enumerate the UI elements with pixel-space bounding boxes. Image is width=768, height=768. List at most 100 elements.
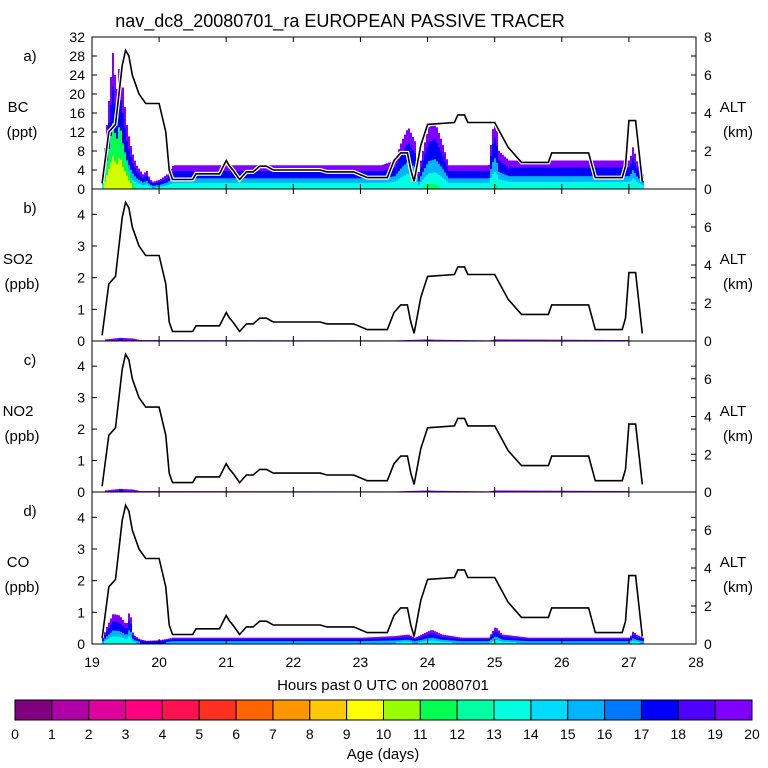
bar-age-14 xyxy=(490,177,492,189)
bar-age-20 xyxy=(503,339,505,341)
bar-age-14 xyxy=(406,174,408,189)
y-tick-label: 3 xyxy=(77,238,85,254)
bar-age-14 xyxy=(506,181,508,189)
bar-age-14 xyxy=(464,183,466,189)
bar-age-14 xyxy=(512,181,514,189)
bar-age-20 xyxy=(549,490,551,492)
bar-age-20 xyxy=(453,490,455,492)
bar-age-14 xyxy=(294,183,296,189)
bar-age-16 xyxy=(486,641,488,644)
bar-age-16 xyxy=(314,641,316,644)
bar-age-10 xyxy=(120,159,122,189)
bar-age-16 xyxy=(222,641,224,644)
bar-age-14 xyxy=(306,183,308,189)
bar-age-16 xyxy=(234,641,236,644)
bar-age-16 xyxy=(326,641,328,644)
bar-age-14 xyxy=(378,183,380,189)
bar-age-16 xyxy=(328,641,330,644)
bar-age-16 xyxy=(592,641,594,644)
y-tick-label: 1 xyxy=(77,301,85,317)
bar-age-16 xyxy=(356,641,358,644)
x-tick-label: 22 xyxy=(286,654,302,670)
bar-age-16 xyxy=(238,641,240,644)
y-tick-label: 1 xyxy=(77,604,85,620)
bar-age-20 xyxy=(447,339,449,341)
colorbar-swatch xyxy=(456,699,495,721)
bar-age-20 xyxy=(433,339,435,341)
bar-age-14 xyxy=(144,184,146,189)
bar-age-14 xyxy=(124,638,126,644)
bar-age-20 xyxy=(605,490,607,492)
bar-age-20 xyxy=(447,490,449,492)
bar-age-14 xyxy=(582,181,584,189)
colorbar-tick-label: 13 xyxy=(486,726,502,742)
bar-age-14 xyxy=(622,181,624,189)
bar-age-14 xyxy=(204,183,206,189)
bar-age-14 xyxy=(544,181,546,189)
bar-age-14 xyxy=(434,172,436,189)
bar-age-14 xyxy=(146,184,148,189)
bar-age-14 xyxy=(326,183,328,189)
bar-age-20 xyxy=(505,490,507,492)
bar-age-20 xyxy=(445,490,447,492)
species-label: NO2 xyxy=(3,403,34,420)
y-tick-label: 24 xyxy=(69,67,85,83)
bar-age-12 xyxy=(134,186,136,189)
bar-age-14 xyxy=(382,182,384,189)
bar-age-14 xyxy=(426,641,428,644)
bar-age-20 xyxy=(499,490,501,492)
bar-age-14 xyxy=(586,181,588,189)
bar-age-16 xyxy=(230,641,232,644)
bar-age-20 xyxy=(417,490,419,492)
bar-age-16 xyxy=(330,641,332,644)
bar-age-16 xyxy=(310,641,312,644)
bar-age-16 xyxy=(214,641,216,644)
bar-age-14 xyxy=(590,181,592,189)
bar-age-14 xyxy=(386,182,388,189)
panel-co: 0 1 2 3 4 0 2 4 6 d) CO (ppb) ALT (km) xyxy=(4,491,753,652)
bar-age-14 xyxy=(234,183,236,189)
bar-age-16 xyxy=(280,641,282,644)
bar-age-16 xyxy=(324,641,326,644)
bar-age-14 xyxy=(304,183,306,189)
bar-age-16 xyxy=(306,641,308,644)
bar-age-20 xyxy=(583,490,585,492)
bar-age-20 xyxy=(587,490,589,492)
bar-age-16 xyxy=(102,641,104,644)
bar-age-16 xyxy=(350,641,352,644)
colorbar-swatch xyxy=(493,699,532,721)
bar-age-20 xyxy=(531,339,533,341)
colorbar-swatch xyxy=(640,699,679,721)
bar-age-16 xyxy=(374,640,376,644)
bar-age-16 xyxy=(208,641,210,644)
bar-age-18 xyxy=(119,489,121,492)
bar-age-12 xyxy=(434,184,436,189)
bar-age-20 xyxy=(587,339,589,341)
colorbar-swatch xyxy=(235,699,274,721)
altitude-line xyxy=(101,48,644,184)
bar-age-20 xyxy=(425,339,427,341)
bar-age-16 xyxy=(188,641,190,644)
bar-age-20 xyxy=(519,490,521,492)
bar-age-16 xyxy=(200,641,202,644)
bar-age-16 xyxy=(610,641,612,644)
bar-age-18 xyxy=(140,640,142,644)
bar-age-14 xyxy=(236,183,238,189)
y-tick-label: 0 xyxy=(77,636,85,652)
bar-age-18 xyxy=(154,641,156,644)
bar-age-20 xyxy=(549,339,551,341)
bar-age-20 xyxy=(425,490,427,492)
bar-age-14 xyxy=(550,181,552,189)
bar-age-14 xyxy=(424,641,426,644)
bar-age-16 xyxy=(394,640,396,644)
bar-age-20 xyxy=(611,490,613,492)
bar-age-14 xyxy=(522,181,524,189)
bar-age-20 xyxy=(431,490,433,492)
bar-age-20 xyxy=(501,490,503,492)
bar-age-18 xyxy=(119,338,121,341)
bar-age-12 xyxy=(130,177,132,189)
colorbar-tick-label: 6 xyxy=(232,726,240,742)
bar-age-20 xyxy=(129,489,131,492)
colorbar-tick-label: 16 xyxy=(597,726,613,742)
bar-age-16 xyxy=(542,641,544,644)
